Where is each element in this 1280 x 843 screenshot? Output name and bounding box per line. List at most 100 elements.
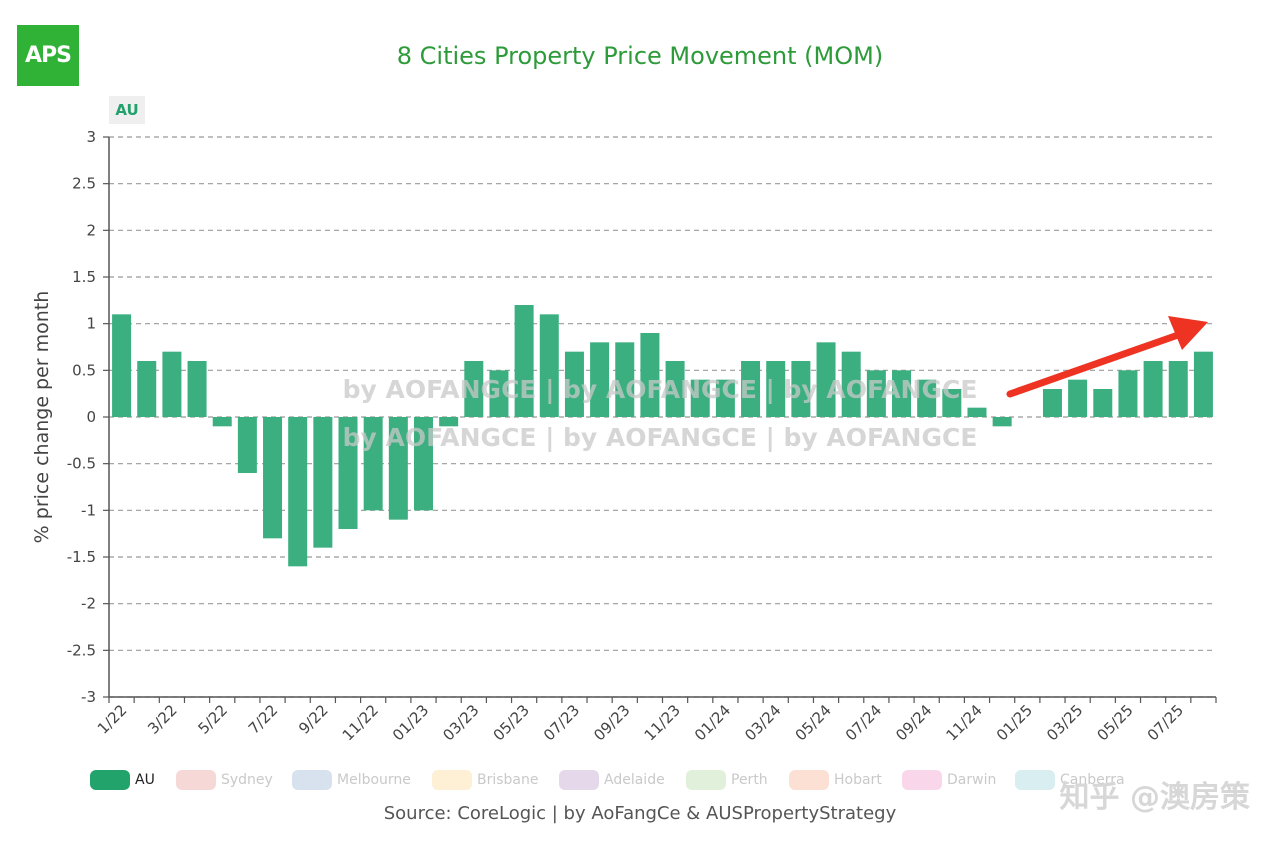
bar xyxy=(439,417,459,427)
legend-swatch xyxy=(1015,770,1055,790)
legend-label: Adelaide xyxy=(604,772,665,788)
x-tick-label: 03/23 xyxy=(439,701,482,744)
bar xyxy=(992,417,1012,427)
y-tick-label: 1 xyxy=(86,315,96,333)
bar xyxy=(313,417,333,548)
aps-logo: APS xyxy=(17,25,79,86)
legend-item-perth[interactable]: Perth xyxy=(686,768,768,792)
bar xyxy=(489,370,509,417)
arrow-head xyxy=(1168,316,1208,350)
legend-item-melbourne[interactable]: Melbourne xyxy=(292,768,411,792)
bar xyxy=(1193,351,1213,417)
watermark: by AOFANGCE | by AOFANGCE | by AOFANGCE b… xyxy=(343,375,978,452)
bar xyxy=(263,417,283,539)
bar xyxy=(741,361,761,417)
x-tick-label: 05/25 xyxy=(1093,701,1136,744)
bar xyxy=(1168,361,1188,417)
legend-item-brisbane[interactable]: Brisbane xyxy=(432,768,539,792)
legend-swatch xyxy=(902,770,942,790)
x-tick-label: 07/23 xyxy=(540,701,583,744)
legend-label: Darwin xyxy=(947,772,997,788)
legend-label: Perth xyxy=(731,772,768,788)
y-tick-label: -1.5 xyxy=(67,548,96,566)
x-tick-label: 01/23 xyxy=(389,701,432,744)
bar xyxy=(137,361,157,417)
x-tick-label: 1/22 xyxy=(94,701,131,738)
bar xyxy=(413,417,433,511)
x-tick-label: 09/24 xyxy=(892,701,935,744)
bar xyxy=(288,417,308,567)
bar xyxy=(212,417,232,427)
legend-item-canberra[interactable]: Canberra xyxy=(1015,768,1125,792)
y-tick-label: 3 xyxy=(86,128,96,146)
x-tick-label: 09/23 xyxy=(590,701,633,744)
x-tick-label: 01/24 xyxy=(691,701,734,744)
x-tick-label: 11/22 xyxy=(339,701,382,744)
bar xyxy=(690,379,710,417)
bar xyxy=(388,417,408,520)
chart-title: 8 Cities Property Price Movement (MOM) xyxy=(396,42,884,70)
legend-label: Sydney xyxy=(221,772,273,788)
bars xyxy=(112,305,1213,567)
bar xyxy=(112,314,132,417)
bar xyxy=(967,407,987,417)
y-tick-label: -3 xyxy=(81,688,96,706)
y-tick-label: 0.5 xyxy=(72,361,96,379)
bar xyxy=(1118,370,1138,417)
x-tick-label: 3/22 xyxy=(144,701,181,738)
bar xyxy=(590,342,610,417)
arrow-shaft xyxy=(1006,331,1182,398)
y-tick-label: -1 xyxy=(81,501,96,519)
y-axis-ticks: 3 2.5 2 1.5 1 0.5 0 -0.5 -1 -1.5 -2 -2.5 -3 xyxy=(67,128,109,706)
legend-item-hobart[interactable]: Hobart xyxy=(789,768,882,792)
bar xyxy=(942,389,962,417)
bar xyxy=(1093,389,1113,417)
corner-watermark: 知乎 @澳房策 xyxy=(1059,780,1250,815)
x-tick-label: 07/24 xyxy=(842,701,885,744)
legend-swatch xyxy=(90,770,130,790)
bar xyxy=(892,370,912,417)
x-tick-label: 01/25 xyxy=(993,701,1036,744)
legend-swatch xyxy=(559,770,599,790)
legend-swatch xyxy=(789,770,829,790)
bar xyxy=(237,417,257,473)
y-tick-label: -2.5 xyxy=(67,641,96,659)
y-tick-label: 1.5 xyxy=(72,268,96,286)
bar xyxy=(363,417,383,511)
bar xyxy=(187,361,207,417)
x-tick-label: 05/24 xyxy=(792,701,835,744)
bar xyxy=(1143,361,1163,417)
legend-label: Canberra xyxy=(1060,772,1125,788)
legend-item-adelaide[interactable]: Adelaide xyxy=(559,768,665,792)
bar xyxy=(162,351,182,417)
legend-item-sydney[interactable]: Sydney xyxy=(176,768,273,792)
y-tick-label: 2.5 xyxy=(72,175,96,193)
bar xyxy=(539,314,559,417)
legend-label: AU xyxy=(135,772,155,788)
au-tag: AU xyxy=(109,96,145,124)
x-tick-label: 7/22 xyxy=(245,701,282,738)
bar xyxy=(1042,389,1062,417)
bar xyxy=(841,351,861,417)
y-tick-label: -0.5 xyxy=(67,455,96,473)
bar xyxy=(665,361,685,417)
watermark-line: by AOFANGCE | by AOFANGCE | by AOFANGCE xyxy=(343,423,978,452)
legend-swatch xyxy=(176,770,216,790)
bar xyxy=(514,305,534,417)
trend-arrow xyxy=(1006,316,1208,398)
bar xyxy=(866,370,886,417)
x-tick-label: 05/23 xyxy=(490,701,533,744)
bar xyxy=(640,333,660,417)
watermark-line: by AOFANGCE | by AOFANGCE | by AOFANGCE xyxy=(343,375,978,404)
bar xyxy=(917,379,937,417)
y-tick-label: -2 xyxy=(81,595,96,613)
legend-item-au[interactable]: AU xyxy=(90,768,155,792)
legend-item-darwin[interactable]: Darwin xyxy=(902,768,996,792)
bar xyxy=(564,351,584,417)
x-tick-label: 11/23 xyxy=(641,701,684,744)
bar xyxy=(615,342,635,417)
legend-label: Brisbane xyxy=(477,772,539,788)
legend-swatch xyxy=(686,770,726,790)
bar xyxy=(766,361,786,417)
